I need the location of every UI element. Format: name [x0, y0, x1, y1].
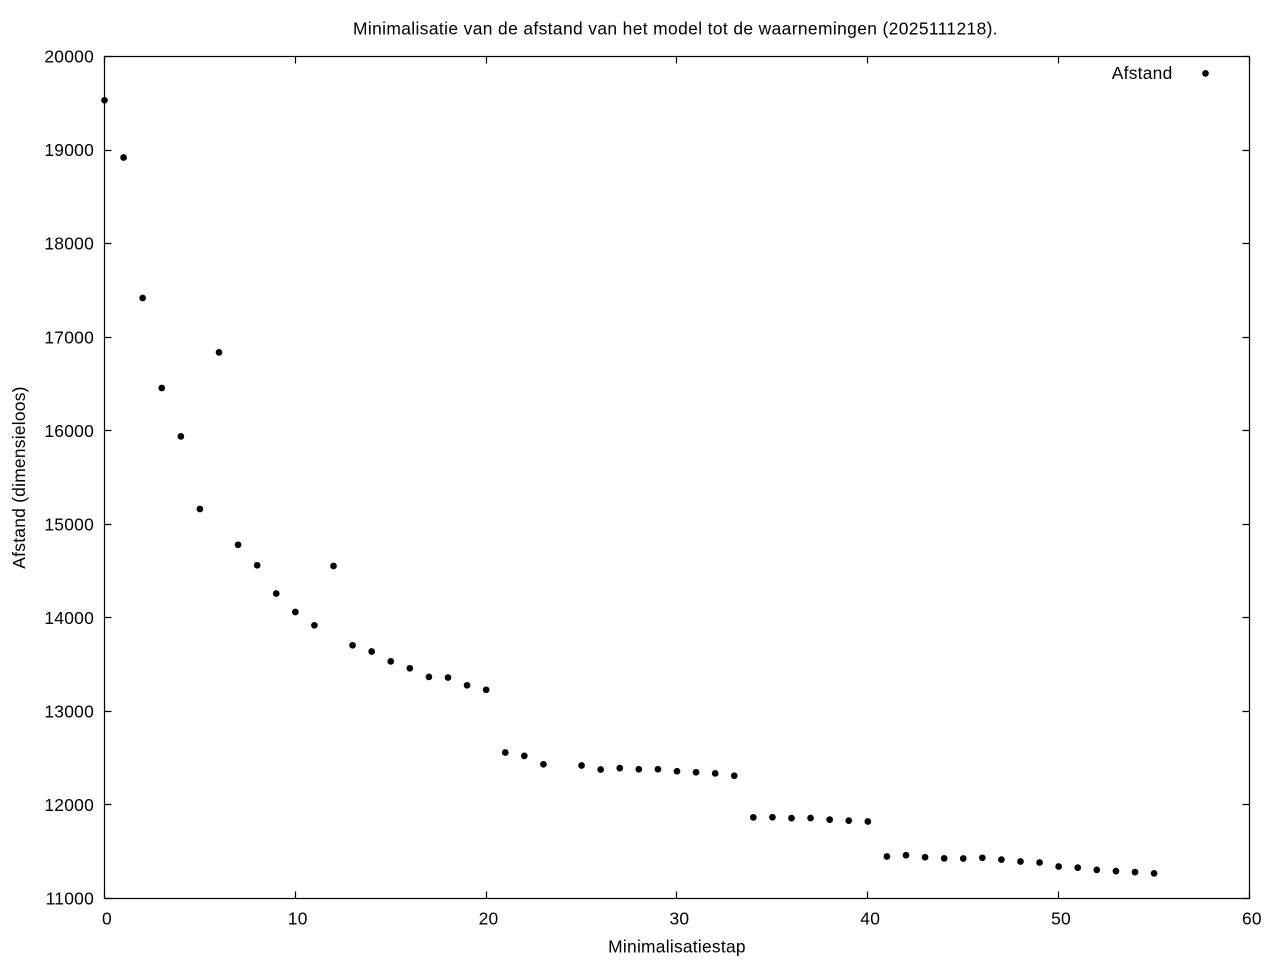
- svg-text:Afstand (dimensieloos): Afstand (dimensieloos): [9, 386, 29, 568]
- svg-text:15000: 15000: [44, 514, 94, 534]
- svg-text:20000: 20000: [44, 47, 94, 67]
- svg-text:60: 60: [1242, 908, 1262, 928]
- svg-text:20: 20: [479, 908, 499, 928]
- svg-text:Minimalisatiestap: Minimalisatiestap: [608, 936, 746, 956]
- svg-text:12000: 12000: [44, 795, 94, 815]
- svg-text:10: 10: [288, 908, 308, 928]
- svg-text:0: 0: [102, 908, 112, 928]
- svg-text:18000: 18000: [44, 234, 94, 254]
- svg-text:11000: 11000: [46, 889, 94, 909]
- svg-text:Minimalisatie van de afstand v: Minimalisatie van de afstand van het mod…: [353, 19, 998, 39]
- svg-text:30: 30: [669, 908, 689, 928]
- svg-text:40: 40: [860, 908, 880, 928]
- svg-text:Afstand: Afstand: [1112, 63, 1173, 83]
- svg-text:19000: 19000: [44, 140, 94, 160]
- svg-text:50: 50: [1051, 908, 1071, 928]
- svg-text:16000: 16000: [44, 421, 94, 441]
- svg-text:17000: 17000: [44, 327, 94, 347]
- svg-text:14000: 14000: [44, 608, 94, 628]
- svg-text:13000: 13000: [44, 701, 94, 721]
